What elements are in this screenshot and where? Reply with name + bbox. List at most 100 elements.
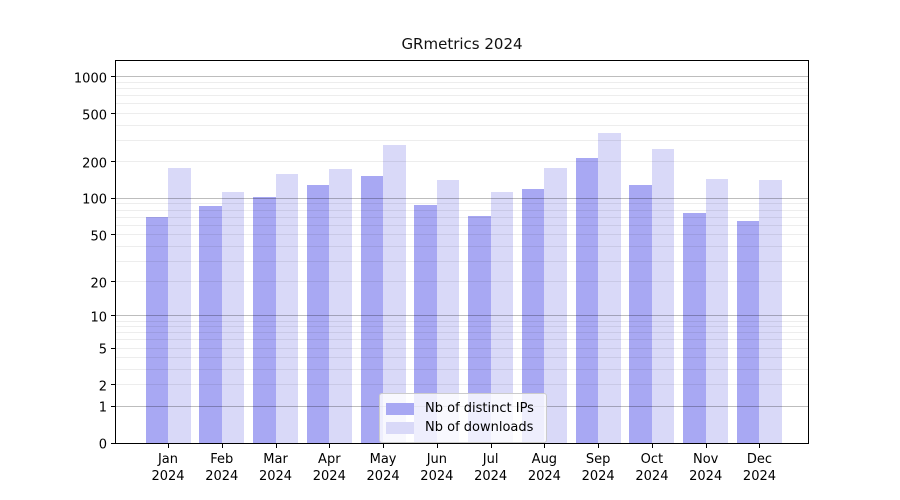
bar-distinct-ips xyxy=(253,197,276,443)
legend-row-downloads: Nb of downloads xyxy=(386,418,534,437)
bars-layer xyxy=(116,61,808,443)
y-gridline-minor xyxy=(116,357,808,359)
x-tick xyxy=(436,443,438,448)
bar-distinct-ips xyxy=(360,176,384,443)
y-tick-label: 50 xyxy=(90,229,107,245)
x-tick xyxy=(598,443,600,448)
y-tick xyxy=(111,197,116,199)
bar-downloads xyxy=(168,168,191,443)
bar-distinct-ips xyxy=(414,205,437,443)
x-tick xyxy=(329,443,331,448)
y-tick xyxy=(111,113,116,114)
y-gridline-minor xyxy=(116,81,808,83)
y-gridline-major xyxy=(116,315,808,317)
bar-downloads xyxy=(221,191,245,443)
legend-swatch-distinct-ips xyxy=(386,402,414,415)
x-tick-label: Dec 2024 xyxy=(742,452,777,484)
legend-label-downloads: Nb of downloads xyxy=(425,420,534,435)
bar-downloads xyxy=(329,168,352,443)
bar-distinct-ips xyxy=(199,205,222,443)
x-tick-label: Feb 2024 xyxy=(205,452,239,484)
x-tick xyxy=(490,443,492,448)
y-tick-label: 500 xyxy=(82,108,107,123)
y-tick xyxy=(111,347,116,349)
y-tick-label: 5 xyxy=(98,342,107,358)
y-tick xyxy=(111,315,116,317)
y-tick-label: 1 xyxy=(98,400,107,416)
x-tick xyxy=(651,443,653,448)
y-gridline-minor xyxy=(116,103,808,105)
y-tick-label: 200 xyxy=(82,156,107,172)
y-gridline-minor xyxy=(116,339,808,341)
x-tick-label: Mar 2024 xyxy=(258,452,293,484)
x-tick-label: May 2024 xyxy=(366,452,400,484)
bar-distinct-ips xyxy=(306,184,330,443)
legend-swatch-downloads xyxy=(386,421,414,434)
y-gridline-minor xyxy=(116,203,808,205)
y-gridline-major xyxy=(116,76,808,78)
y-tick-label: 0 xyxy=(98,437,107,453)
bar-distinct-ips xyxy=(575,157,599,443)
y-gridline-minor xyxy=(116,281,808,283)
y-gridline-minor xyxy=(116,95,808,97)
y-gridline-minor xyxy=(116,88,808,90)
y-gridline-minor xyxy=(116,209,808,211)
y-tick xyxy=(111,384,116,386)
y-gridline-minor xyxy=(116,113,808,114)
x-tick xyxy=(544,443,546,448)
x-tick-label: Sep 2024 xyxy=(581,452,615,484)
y-tick xyxy=(111,405,116,407)
y-gridline-minor xyxy=(116,332,808,334)
y-gridline-minor xyxy=(116,369,808,370)
y-tick xyxy=(111,234,116,236)
y-gridline-minor xyxy=(116,140,808,141)
bar-distinct-ips xyxy=(629,184,652,443)
bar-downloads xyxy=(383,145,406,443)
y-tick-label: 10 xyxy=(90,310,107,326)
x-tick xyxy=(168,443,169,448)
y-gridline-minor xyxy=(116,161,808,163)
bar-downloads xyxy=(275,173,299,443)
y-gridline-minor xyxy=(116,260,808,262)
plot-area: 0 1 2 5 10 20 50 100 200 500 1000 Jan 2024 Feb 2024 Mar… xyxy=(74,60,809,484)
bar-distinct-ips xyxy=(736,220,760,443)
y-gridline-minor xyxy=(116,224,808,226)
y-gridline-minor xyxy=(116,326,808,327)
y-gridline-major xyxy=(116,197,808,199)
y-tick xyxy=(111,161,116,163)
y-gridline-minor xyxy=(116,245,808,247)
bar-downloads xyxy=(544,167,567,443)
bar-downloads xyxy=(436,180,460,443)
axis-layer: 0 1 2 5 10 20 50 100 200 500 1000 Jan 2024 Feb 2024 Mar… xyxy=(74,61,808,484)
y-tick-label: 20 xyxy=(90,276,107,292)
bar-distinct-ips xyxy=(145,217,168,443)
x-tick xyxy=(275,443,277,448)
x-tick-label: Aug 2024 xyxy=(527,452,561,484)
y-gridline-minor xyxy=(116,216,808,218)
y-tick-label: 1000 xyxy=(73,71,107,87)
x-tick-label: Jul 2024 xyxy=(474,452,508,484)
legend-row-distinct-ips: Nb of distinct IPs xyxy=(386,399,534,418)
x-tick xyxy=(383,443,385,448)
y-gridline-minor xyxy=(116,124,808,126)
grid-layer xyxy=(116,61,808,443)
x-tick-label: Apr 2024 xyxy=(312,452,346,484)
bar-downloads xyxy=(651,149,675,443)
x-tick-label: Jun 2024 xyxy=(420,452,454,484)
legend-label-distinct-ips: Nb of distinct IPs xyxy=(425,401,534,416)
bar-downloads xyxy=(490,192,514,443)
x-tick-label: Oct 2024 xyxy=(635,452,669,484)
x-tick xyxy=(759,443,761,448)
y-gridline-minor xyxy=(116,320,808,322)
y-tick xyxy=(111,281,116,283)
x-tick-label: Jan 2024 xyxy=(151,452,185,484)
bar-distinct-ips xyxy=(521,188,545,443)
bar-downloads xyxy=(705,179,729,443)
bar-distinct-ips xyxy=(683,212,706,443)
y-tick-label: 2 xyxy=(98,379,107,395)
y-gridline-minor xyxy=(116,234,808,236)
x-tick xyxy=(221,443,223,448)
bar-distinct-ips xyxy=(468,216,491,443)
x-tick xyxy=(705,443,707,448)
